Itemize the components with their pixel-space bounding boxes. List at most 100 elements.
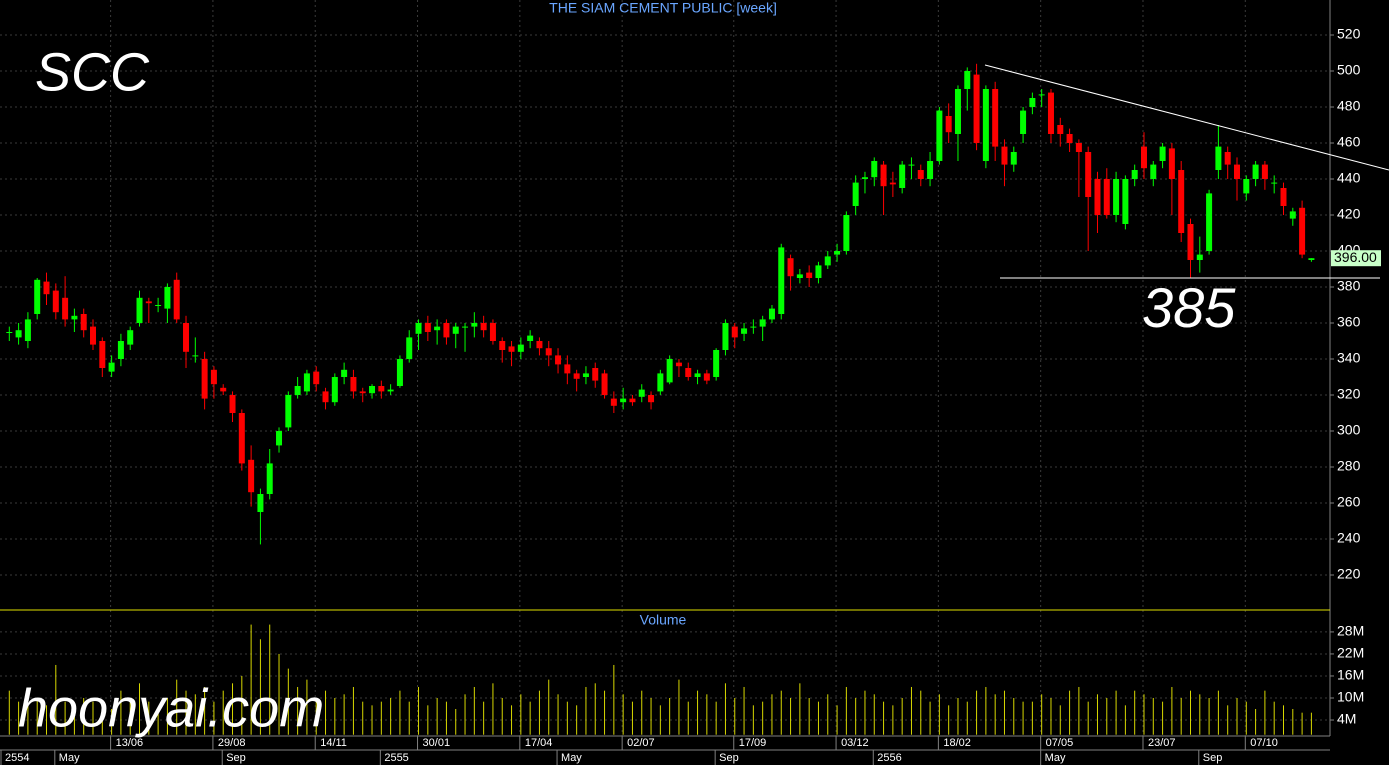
x-tick-label: Sep — [1203, 752, 1223, 764]
candle-body — [43, 281, 50, 295]
candle-body — [294, 386, 301, 396]
candle-body — [1010, 151, 1017, 165]
candle-body — [573, 373, 580, 379]
candle-body — [127, 330, 134, 345]
candle-body — [917, 169, 924, 179]
candle-body — [759, 319, 766, 327]
candle-body — [341, 369, 348, 378]
candle-body — [666, 359, 673, 383]
candle-body — [108, 362, 115, 372]
candle-body — [24, 319, 31, 342]
candle-body — [415, 323, 422, 334]
candle-body — [731, 326, 738, 338]
watermark: hoonyai.com — [18, 678, 324, 738]
annotation: SCC — [35, 42, 150, 102]
candle-body — [694, 373, 701, 378]
candle-body — [52, 290, 59, 313]
candle-body — [1020, 110, 1027, 134]
candle-body — [452, 326, 459, 334]
candle-body — [1122, 178, 1129, 224]
candle-body — [927, 160, 934, 179]
candle-body — [964, 70, 971, 89]
y-tick-label: 340 — [1337, 350, 1361, 366]
candle-body — [434, 326, 441, 331]
x-tick-label: 17/04 — [525, 737, 553, 749]
candle-body — [1261, 164, 1268, 179]
x-tick-label: May — [561, 752, 582, 764]
candle-body — [192, 355, 199, 357]
candle-body — [1224, 151, 1231, 165]
candle-body — [899, 164, 906, 188]
x-tick-label: 2556 — [877, 752, 901, 764]
y-tick-label: 320 — [1337, 386, 1361, 402]
candle-body — [80, 314, 87, 331]
candle-body — [945, 115, 952, 133]
candle-body — [489, 323, 496, 342]
candle-body — [285, 395, 292, 428]
candle-body — [1206, 193, 1213, 251]
candle-body — [238, 413, 245, 464]
candle-body — [1140, 146, 1147, 169]
candle-body — [1308, 258, 1315, 260]
candle-body — [610, 398, 617, 406]
candle-body — [555, 355, 562, 365]
y-tick-label: 520 — [1337, 26, 1361, 42]
candle-body — [750, 326, 757, 328]
x-tick-label: 07/05 — [1046, 737, 1074, 749]
candle-body — [685, 368, 692, 378]
candle-body — [443, 323, 450, 338]
y-tick-label: 380 — [1337, 278, 1361, 294]
candle-body — [508, 346, 515, 352]
candle-body — [815, 265, 822, 278]
candle-body — [713, 350, 720, 378]
candle-body — [1252, 164, 1259, 179]
candle-body — [1233, 164, 1240, 179]
candle-body — [1299, 207, 1306, 255]
candle-body — [406, 337, 413, 360]
candle-body — [601, 373, 608, 396]
candle-body — [1038, 94, 1045, 96]
candle-body — [276, 431, 283, 446]
candle-body — [117, 341, 124, 360]
x-tick-label: 17/09 — [739, 737, 767, 749]
candle-body — [648, 395, 655, 403]
candle-body — [629, 398, 636, 403]
candle-body — [322, 391, 329, 403]
x-tick-label: 03/12 — [841, 737, 869, 749]
candle-body — [266, 463, 273, 495]
candle-body — [220, 387, 227, 392]
candle-body — [1215, 146, 1222, 170]
x-tick-label: 2555 — [384, 752, 408, 764]
candle-body — [973, 74, 980, 143]
x-tick-label: 14/11 — [320, 737, 347, 749]
y-tick-label: 280 — [1337, 458, 1361, 474]
candle-body — [1075, 142, 1082, 152]
candle-body — [871, 160, 878, 178]
candle-body — [778, 247, 785, 315]
candle-body — [527, 335, 534, 342]
candle-body — [1196, 254, 1203, 260]
candle-body — [982, 88, 989, 161]
candle-body — [703, 373, 710, 381]
candle-body — [1103, 178, 1110, 215]
candle-body — [359, 391, 366, 394]
x-tick-label: 18/02 — [943, 737, 971, 749]
y-tick-label: 500 — [1337, 62, 1361, 78]
candle-body — [1178, 169, 1185, 233]
candle-body — [787, 258, 794, 277]
x-tick-label: 2554 — [5, 752, 29, 764]
candle-body — [350, 377, 357, 392]
candle-body — [1159, 146, 1166, 161]
candle-body — [722, 323, 729, 351]
candle-body — [806, 272, 813, 278]
last-price-label: 396.00 — [1334, 249, 1377, 265]
y-tick-label: 22M — [1337, 645, 1364, 661]
candle-body — [183, 323, 190, 352]
axes-layer: 2202402602803003203403603804004204404604… — [0, 26, 1381, 765]
candle-body — [564, 364, 571, 374]
candle-body — [136, 297, 143, 324]
candle-body — [173, 279, 180, 320]
candle-body — [480, 323, 487, 331]
candle-body — [1168, 148, 1175, 179]
candle-body — [880, 164, 887, 187]
